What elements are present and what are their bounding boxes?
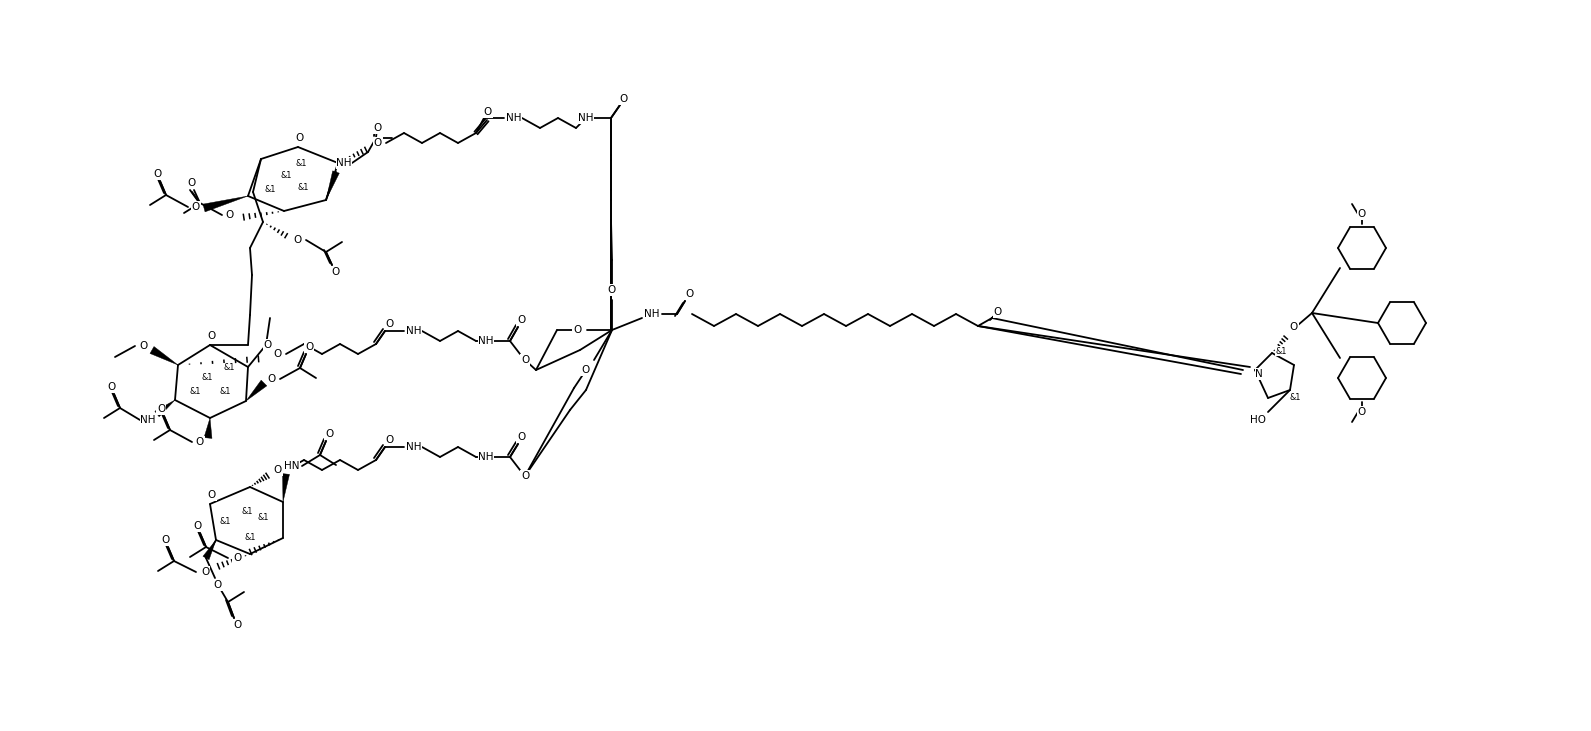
Text: O: O <box>226 210 234 220</box>
Text: O: O <box>620 94 628 104</box>
Text: O: O <box>385 319 393 329</box>
Text: N: N <box>1255 369 1263 379</box>
Text: O: O <box>274 349 282 359</box>
Text: HO: HO <box>1251 415 1266 425</box>
Text: O: O <box>264 340 272 350</box>
Text: O: O <box>305 342 313 352</box>
Text: O: O <box>294 133 304 143</box>
Text: O: O <box>372 123 382 133</box>
Text: NH: NH <box>336 158 352 168</box>
Polygon shape <box>150 346 178 365</box>
Text: O: O <box>520 355 530 365</box>
Text: &1: &1 <box>223 363 235 373</box>
Text: &1: &1 <box>1276 346 1287 355</box>
Text: O: O <box>1357 407 1367 417</box>
Text: O: O <box>232 620 242 630</box>
Text: &1: &1 <box>258 513 269 523</box>
Text: O: O <box>374 138 382 148</box>
Text: O: O <box>107 382 115 392</box>
Text: &1: &1 <box>296 159 307 167</box>
Text: O: O <box>325 429 333 439</box>
Text: O: O <box>208 490 216 500</box>
Text: &1: &1 <box>220 387 231 396</box>
Polygon shape <box>204 540 216 560</box>
Polygon shape <box>247 380 267 401</box>
Text: O: O <box>484 107 492 117</box>
Text: &1: &1 <box>220 518 231 526</box>
Text: NH: NH <box>578 113 593 123</box>
Text: O: O <box>274 465 282 475</box>
Polygon shape <box>326 171 339 200</box>
Text: O: O <box>608 285 616 295</box>
Text: &1: &1 <box>245 534 256 542</box>
Text: O: O <box>1357 209 1367 219</box>
Text: &1: &1 <box>298 183 309 192</box>
Text: NH: NH <box>479 336 493 346</box>
Text: O: O <box>294 235 302 245</box>
Text: O: O <box>684 289 694 299</box>
Text: NH: NH <box>406 326 422 336</box>
Polygon shape <box>204 418 212 439</box>
Text: O: O <box>196 437 204 447</box>
Polygon shape <box>204 196 248 212</box>
Text: &1: &1 <box>242 507 253 515</box>
Text: O: O <box>520 471 530 481</box>
Text: O: O <box>232 553 242 563</box>
Text: &1: &1 <box>264 186 275 194</box>
Text: HN: HN <box>285 461 299 471</box>
Text: O: O <box>153 169 161 179</box>
Text: NH: NH <box>506 113 522 123</box>
Polygon shape <box>154 400 175 417</box>
Text: O: O <box>193 202 200 212</box>
Text: O: O <box>267 374 277 384</box>
Text: &1: &1 <box>1289 393 1301 401</box>
Text: O: O <box>200 567 208 577</box>
Text: O: O <box>208 331 216 341</box>
Text: O: O <box>138 341 146 351</box>
Text: O: O <box>158 404 165 414</box>
Text: O: O <box>573 325 581 335</box>
Text: &1: &1 <box>189 387 200 396</box>
Text: O: O <box>213 580 223 590</box>
Text: NH: NH <box>644 309 660 319</box>
Text: O: O <box>582 365 590 375</box>
Text: O: O <box>517 315 525 325</box>
Text: &1: &1 <box>280 170 291 180</box>
Polygon shape <box>283 474 290 502</box>
Text: O: O <box>994 307 1002 317</box>
Text: O: O <box>161 535 169 545</box>
Text: O: O <box>193 521 200 531</box>
Text: NH: NH <box>406 442 422 452</box>
Text: NH: NH <box>479 452 493 462</box>
Text: &1: &1 <box>200 374 213 382</box>
Text: O: O <box>333 267 340 277</box>
Text: O: O <box>186 178 196 188</box>
Text: O: O <box>517 432 525 442</box>
Text: O: O <box>1290 322 1298 332</box>
Text: NH: NH <box>140 415 156 425</box>
Text: O: O <box>385 435 393 445</box>
